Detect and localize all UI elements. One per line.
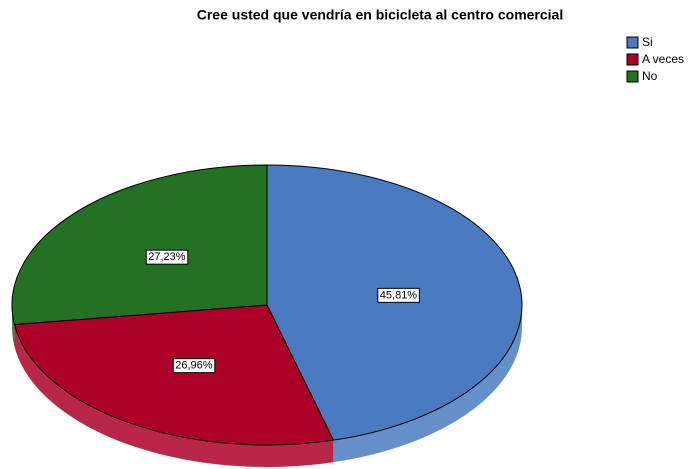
data-label: 45,81%	[377, 287, 420, 303]
legend-swatch	[626, 53, 639, 66]
legend-label: Si	[642, 35, 653, 49]
slice	[11, 164, 268, 326]
data-label: 27,23%	[145, 249, 189, 265]
legend-label: No	[642, 69, 658, 83]
data-label: 26,96%	[172, 358, 216, 374]
data-label-box	[377, 287, 420, 303]
chart-title: Cree usted que vendría en bicicleta al c…	[197, 7, 563, 23]
slice-side	[333, 305, 522, 463]
data-label-text: 45,81%	[380, 289, 418, 301]
data-label-text: 27,23%	[148, 251, 186, 263]
data-label-box	[172, 358, 216, 374]
legend-swatch	[626, 36, 639, 49]
slice	[13, 304, 335, 446]
data-label-box	[145, 249, 189, 265]
legend-label: A veces	[642, 52, 684, 66]
data-label-text: 26,96%	[175, 360, 213, 372]
slice-side	[14, 324, 334, 467]
legend-swatch	[626, 70, 639, 83]
